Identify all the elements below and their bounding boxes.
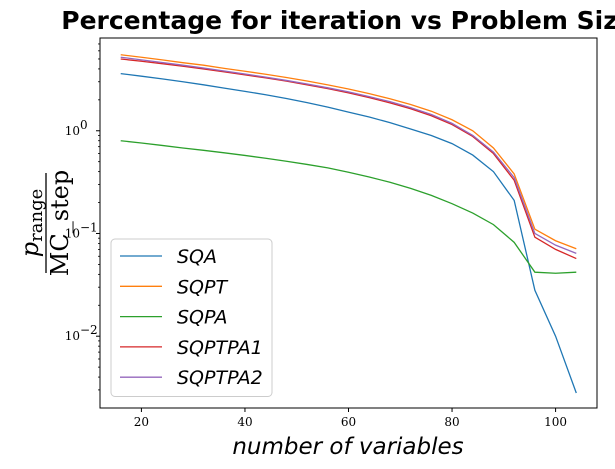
y-tick-exponent: −2 (80, 323, 98, 337)
legend-label-sqa: SQA (177, 246, 217, 268)
y-axis-label: prange MC_step (16, 170, 74, 276)
x-tick-label: 100 (544, 415, 567, 429)
legend-label-sqpa: SQPA (177, 307, 228, 329)
x-tick-label: 20 (134, 415, 149, 429)
legend-label-sqptpa1: SQPTPA1 (177, 337, 263, 359)
legend-label-sqpt: SQPT (177, 276, 228, 298)
chart-title: Percentage for iteration vs Problem Size (61, 6, 615, 35)
y-tick-label: 10 (65, 226, 80, 240)
legend-box (110, 238, 273, 397)
series-line-sqpa (120, 140, 577, 274)
x-tick-label: 80 (444, 415, 459, 429)
x-tick-label: 60 (341, 415, 356, 429)
x-axis-label: number of variables (232, 434, 463, 460)
y-tick-label: 10 (65, 124, 80, 138)
series-line-sqptpa2 (120, 56, 577, 254)
series-line-sqpt (120, 54, 577, 250)
x-tick-label: 40 (237, 415, 252, 429)
y-axis-label-denominator: MC_step (46, 170, 74, 276)
legend-label-sqptpa2: SQPTPA2 (177, 367, 263, 389)
y-axis-label-numerator: prange (16, 189, 47, 257)
series-line-sqa (120, 72, 577, 394)
y-axis-label-numerator-main: p (16, 242, 44, 257)
y-axis-label-numerator-sub: range (26, 189, 47, 242)
series-line-sqptpa1 (120, 58, 577, 260)
y-tick-label: 10 (65, 329, 80, 343)
y-tick-exponent: 0 (80, 118, 88, 132)
y-tick-exponent: −1 (80, 220, 98, 234)
